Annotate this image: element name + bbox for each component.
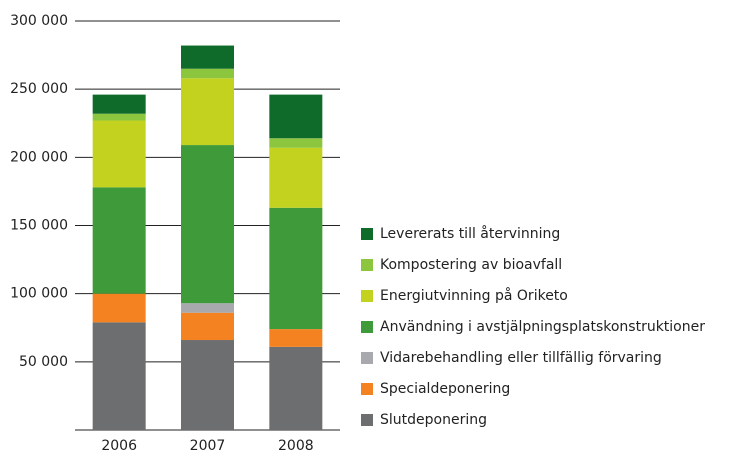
bar-segment — [269, 207, 323, 330]
bar-segment — [181, 145, 234, 304]
y-tick-label: 250 000 — [10, 81, 68, 97]
bar-segment — [269, 147, 323, 208]
bar-segment — [181, 78, 234, 146]
legend-label: Vidarebehandling eller tillfällig förvar… — [380, 350, 662, 366]
bar-segment — [92, 322, 146, 430]
bar-segment — [181, 45, 234, 69]
y-tick-label: 50 000 — [19, 354, 68, 370]
legend-label: Kompostering av bioavfall — [380, 257, 562, 273]
bar-segment — [181, 68, 234, 79]
legend-swatch — [361, 383, 373, 395]
legend-label: Levererats till återvinning — [380, 225, 560, 242]
bar-segment — [269, 346, 323, 430]
x-tick-label: 2008 — [278, 438, 314, 454]
bar-segment — [269, 138, 323, 148]
legend-label: Specialdeponering — [380, 381, 510, 397]
y-tick-label: 150 000 — [10, 218, 68, 234]
y-tick-label: 200 000 — [10, 149, 68, 165]
bar-segment — [269, 329, 323, 347]
bar-segment — [269, 94, 323, 139]
y-tick-label: 100 000 — [10, 286, 68, 302]
x-tick-label: 2007 — [190, 438, 226, 454]
bar-segment — [181, 340, 234, 430]
legend-label: Slutdeponering — [380, 412, 487, 428]
legend-swatch — [361, 352, 373, 364]
bar-segment — [92, 120, 146, 188]
legend-label: Energiutvinning på Oriketo — [380, 287, 568, 304]
legend-swatch — [361, 414, 373, 426]
legend-swatch — [361, 259, 373, 271]
legend-swatch — [361, 321, 373, 333]
bar-segment — [181, 303, 234, 313]
bar-segment — [92, 187, 146, 294]
bar-segment — [181, 312, 234, 341]
legend-label: Användning i avstjälpningsplatskonstrukt… — [380, 319, 705, 335]
y-tick-label: 300 000 — [10, 13, 68, 29]
legend-swatch — [361, 228, 373, 240]
bar-segment — [92, 293, 146, 323]
bar-segment — [92, 113, 146, 121]
legend-swatch — [361, 290, 373, 302]
bar-segment — [92, 94, 146, 114]
x-tick-label: 2006 — [101, 438, 137, 454]
